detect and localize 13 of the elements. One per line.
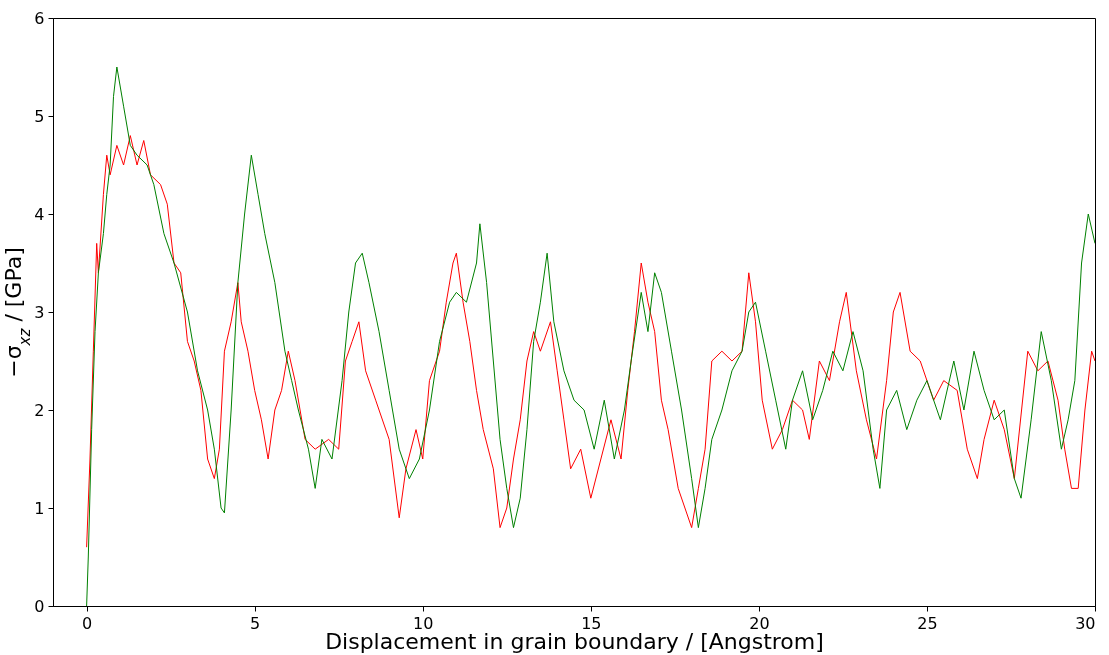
y-tick-label: 0	[34, 596, 45, 616]
y-tick-label: 1	[34, 498, 45, 518]
line-series	[86, 66, 1095, 606]
y-tick-label: 2	[34, 400, 45, 420]
line-series	[86, 135, 1095, 548]
y-tick-label: 4	[34, 204, 45, 224]
x-tick-label: 30	[1075, 613, 1096, 633]
y-tick-label: 6	[34, 8, 45, 28]
y-tick-label: 3	[34, 302, 45, 322]
x-tick-label: 5	[250, 613, 261, 633]
x-tick-label: 25	[917, 613, 938, 633]
x-tick-label: 0	[82, 613, 93, 633]
y-tick-label: 5	[34, 106, 45, 126]
